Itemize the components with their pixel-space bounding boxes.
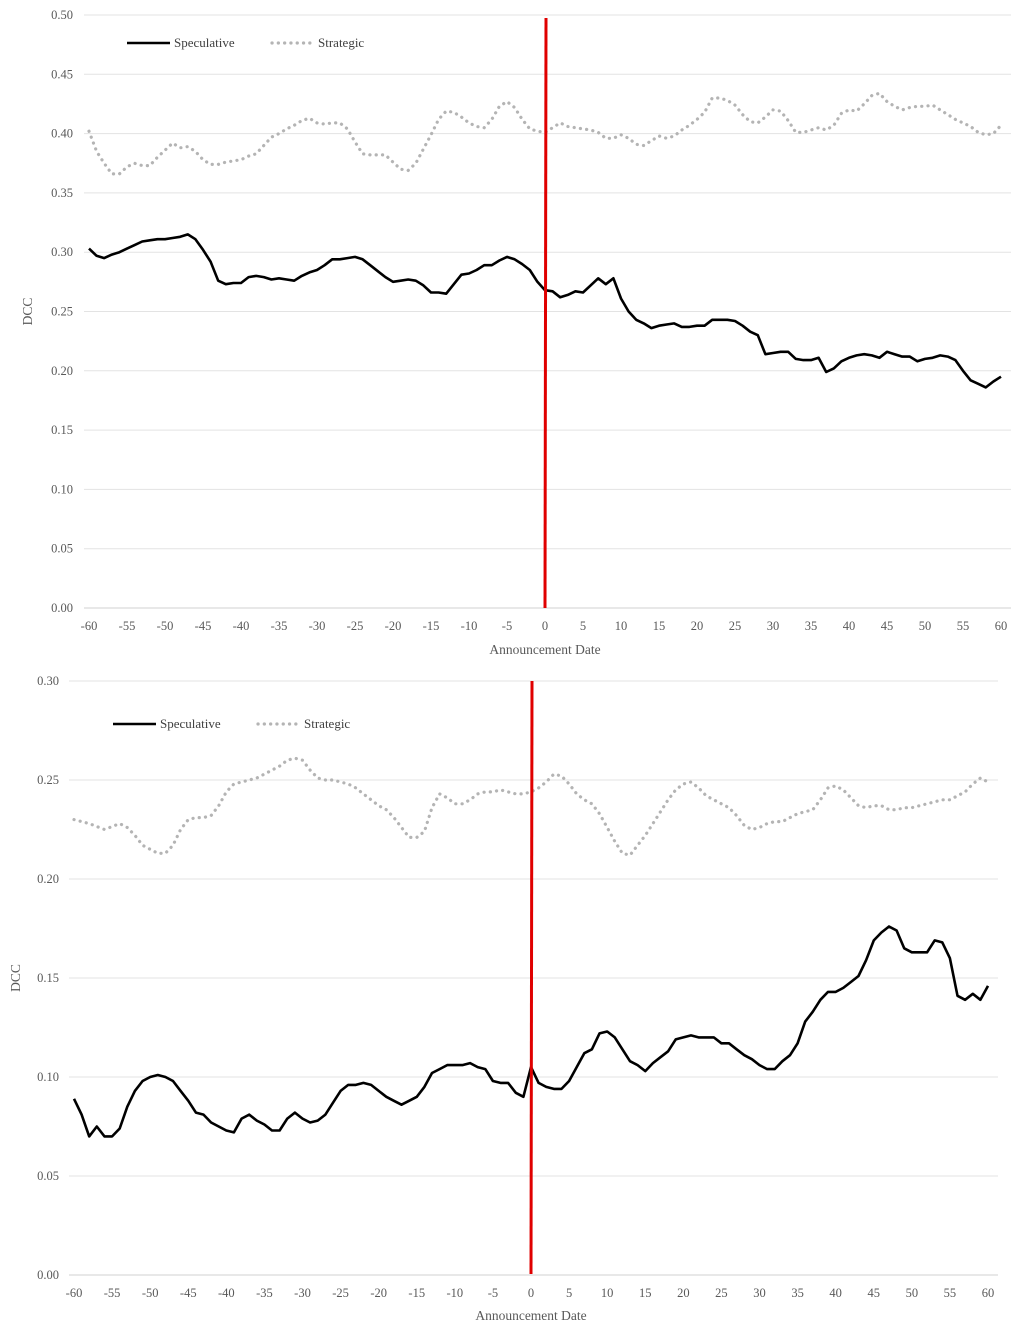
x-tick-label: -20	[370, 1286, 387, 1300]
x-tick-label: 30	[753, 1286, 766, 1300]
x-tick-label: 5	[566, 1286, 572, 1300]
x-tick-label: -55	[104, 1286, 121, 1300]
y-tick-label: 0.30	[51, 245, 73, 259]
x-tick-label: 20	[691, 619, 704, 633]
chart-bottom: 0.000.050.100.150.200.250.30-60 -55 -50 -45…	[8, 674, 998, 1323]
y-tick-label: 0.00	[51, 601, 73, 615]
y-tick-label: 0.05	[51, 542, 73, 556]
x-tick-label: -50	[142, 1286, 159, 1300]
x-tick-label: 15	[639, 1286, 652, 1300]
x-tick-label: -45	[180, 1286, 197, 1300]
x-tick-label: 25	[715, 1286, 728, 1300]
y-tick-label: 0.20	[51, 364, 73, 378]
x-tick-label: -25	[332, 1286, 349, 1300]
x-tick-label: 40	[843, 619, 856, 633]
chart-top: 0.00 0.05 0.10 0.15 0.20 0.25 0.30 0.35 0.40 0.45…	[20, 8, 1011, 657]
x-tick-label: -40	[218, 1286, 235, 1300]
y-tick-label: 0.25	[37, 773, 59, 787]
x-tick-label: -25	[347, 619, 364, 633]
x-tick-label: 60	[995, 619, 1008, 633]
y-tick-label: 0.20	[37, 872, 59, 886]
x-tick-label: 35	[805, 619, 818, 633]
y-tick-label: 0.15	[37, 971, 59, 985]
y-tick-label: 0.45	[51, 67, 73, 81]
y-tick-label: 0.05	[37, 1169, 59, 1183]
x-tick-label: 10	[615, 619, 628, 633]
x-tick-label: -40	[233, 619, 250, 633]
x-tick-label: -45	[195, 619, 212, 633]
x-tick-label: -20	[385, 619, 402, 633]
legend-label-speculative: Speculative	[160, 716, 221, 731]
x-tick-label: -35	[271, 619, 288, 633]
x-tick-label: -15	[423, 619, 440, 633]
legend-label-speculative: Speculative	[174, 35, 235, 50]
y-tick-label: 0.35	[51, 186, 73, 200]
legend-label-strategic: Strategic	[304, 716, 350, 731]
x-tick-label: 45	[868, 1286, 881, 1300]
y-axis-title: DCC	[20, 298, 35, 326]
x-tick-label: 10	[601, 1286, 614, 1300]
x-tick-label: 40	[829, 1286, 842, 1300]
x-tick-label: -30	[309, 619, 326, 633]
y-tick-label: 0.10	[51, 482, 73, 496]
x-tick-label: 15	[653, 619, 666, 633]
y-tick-label: 0.40	[51, 127, 73, 141]
x-tick-label: -55	[119, 619, 136, 633]
x-tick-label: 5	[580, 619, 586, 633]
y-tick-label: 0.15	[51, 423, 73, 437]
legend-label-strategic: Strategic	[318, 35, 364, 50]
y-tick-label: 0.10	[37, 1070, 59, 1084]
x-tick-label: 25	[729, 619, 742, 633]
announcement-marker-line	[529, 680, 534, 1275]
x-axis-title: Announcement Date	[475, 1308, 586, 1323]
x-tick-label: -5	[502, 619, 512, 633]
x-tick-label: -60	[81, 619, 98, 633]
y-axis-title: DCC	[8, 964, 23, 992]
x-tick-label: -60	[66, 1286, 83, 1300]
x-tick-label: -35	[256, 1286, 273, 1300]
x-tick-label: 50	[919, 619, 932, 633]
y-tick-label: 0.30	[37, 674, 59, 688]
x-tick-label: -5	[488, 1286, 498, 1300]
announcement-marker-line	[543, 17, 548, 609]
x-tick-label: -15	[408, 1286, 425, 1300]
y-tick-label: 0.00	[37, 1268, 59, 1282]
x-tick-label: 30	[767, 619, 780, 633]
x-tick-label: 45	[881, 619, 894, 633]
x-tick-label: -10	[461, 619, 478, 633]
x-axis-title: Announcement Date	[489, 642, 600, 657]
x-tick-label: 0	[528, 1286, 534, 1300]
x-tick-label: 55	[957, 619, 970, 633]
x-tick-label: 50	[906, 1286, 919, 1300]
x-tick-label: 20	[677, 1286, 690, 1300]
y-tick-label: 0.25	[51, 305, 73, 319]
y-tick-label: 0.50	[51, 8, 73, 22]
x-tick-label: 0	[542, 619, 548, 633]
x-tick-label: 60	[982, 1286, 995, 1300]
x-tick-label: -50	[157, 619, 174, 633]
x-tick-label: -30	[294, 1286, 311, 1300]
x-tick-label: 55	[944, 1286, 957, 1300]
x-tick-label: 35	[791, 1286, 804, 1300]
x-tick-label: -10	[446, 1286, 463, 1300]
series-line-strategic	[72, 756, 990, 858]
